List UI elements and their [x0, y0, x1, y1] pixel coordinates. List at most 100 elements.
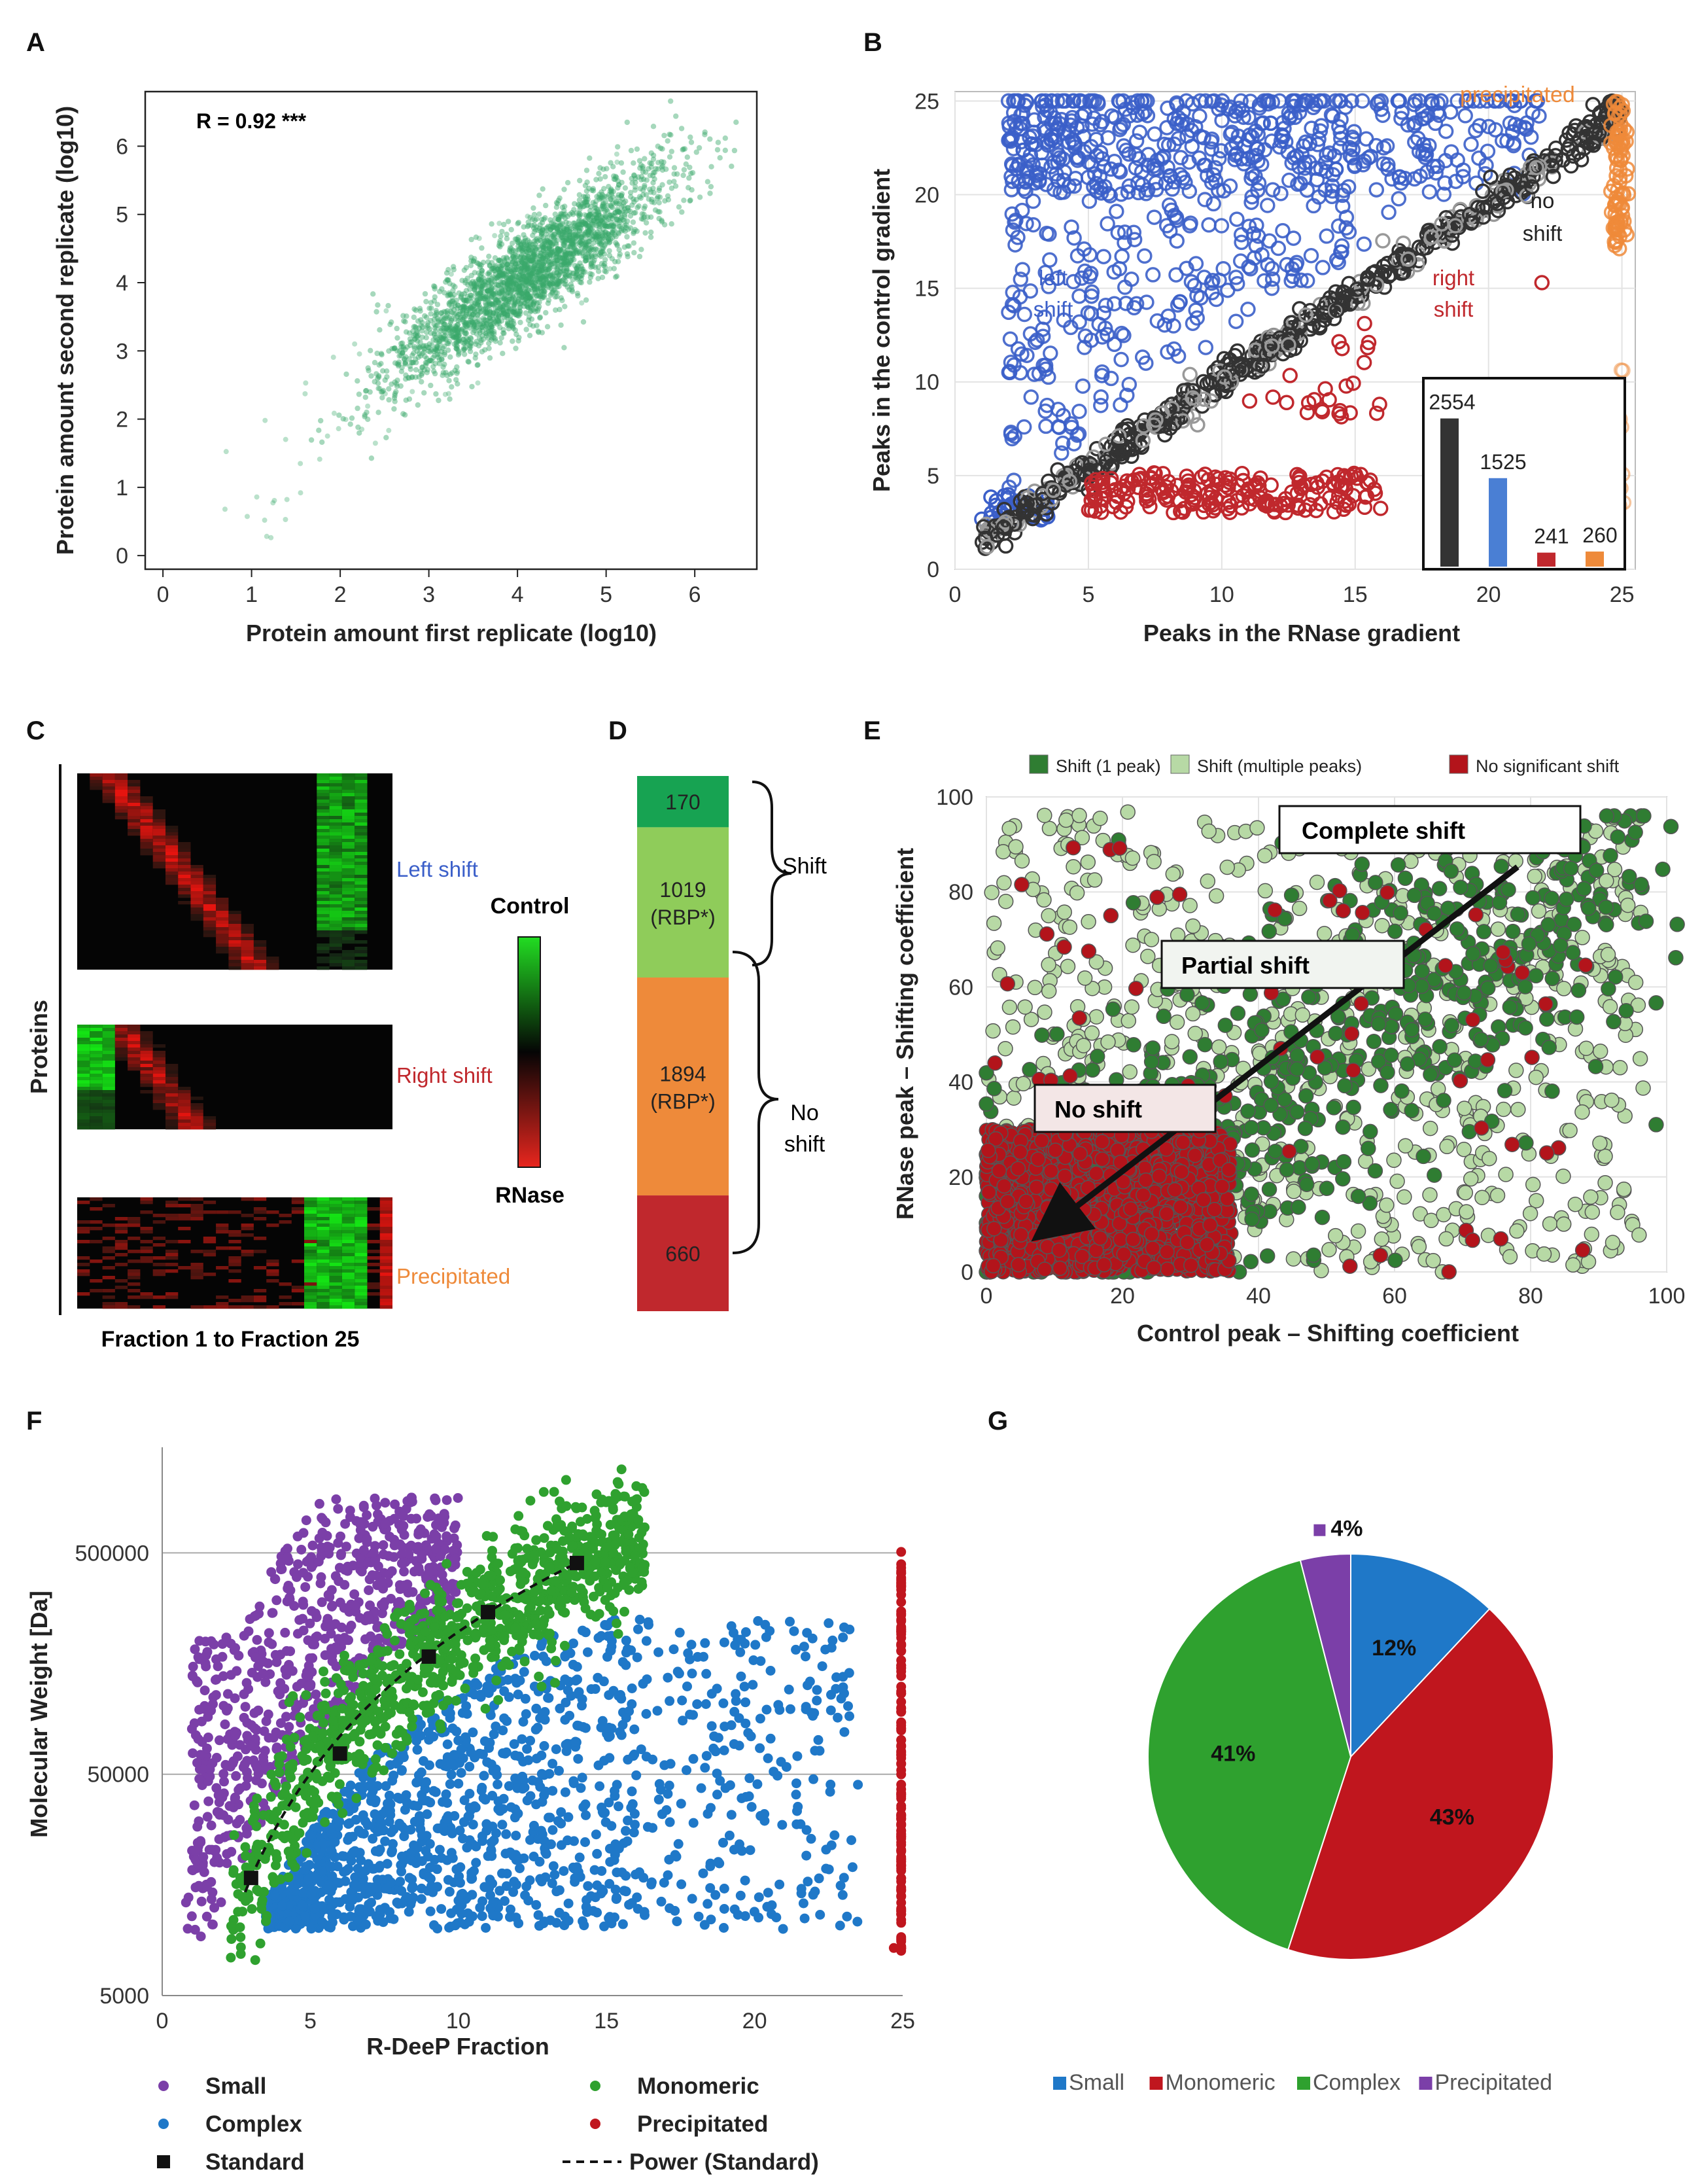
- scatter-point: [379, 352, 385, 358]
- heatmap-cell: [114, 813, 128, 817]
- scatter-point: [403, 397, 409, 403]
- scatter-point: [472, 306, 478, 311]
- heatmap-cell: [102, 1038, 115, 1042]
- scatter-point: [491, 268, 497, 273]
- heatmap-cell: [228, 966, 241, 970]
- heatmap-cell: [329, 826, 342, 830]
- scatter-point: [368, 455, 375, 461]
- heatmap-cell: [341, 790, 355, 794]
- heatmap-cell: [355, 803, 368, 807]
- scatter-point: [542, 215, 548, 221]
- scatter-point: [478, 277, 484, 283]
- heatmap-cell: [341, 826, 355, 830]
- heatmap-cell: [317, 822, 330, 826]
- scatter-point: [534, 216, 540, 222]
- scatter-point: [631, 240, 637, 246]
- scatter-point: [519, 294, 525, 300]
- scatter-point: [634, 205, 640, 211]
- heatmap-cell: [190, 868, 203, 872]
- heatmap-cell: [77, 1044, 90, 1048]
- heatmap-cell: [203, 911, 217, 915]
- scatter-point: [493, 296, 498, 303]
- heatmap-cell: [114, 790, 128, 794]
- outlier-point: [352, 341, 358, 347]
- scatter-point: [447, 328, 453, 334]
- scatter-point: [715, 139, 721, 145]
- scatter-point: [582, 245, 588, 252]
- scatter-point: [516, 296, 522, 302]
- scatter-point: [549, 275, 555, 281]
- heatmap-cell: [203, 934, 217, 938]
- heatmap-cell: [355, 921, 368, 925]
- heatmap-cell: [90, 1028, 103, 1032]
- heatmap-cell: [165, 842, 179, 846]
- scatter-point: [447, 371, 453, 378]
- scatter-point: [485, 259, 491, 265]
- heatmap-cell: [152, 809, 165, 813]
- heatmap-cell: [203, 894, 217, 898]
- scatter-point: [620, 227, 627, 233]
- heatmap-cell: [355, 930, 368, 934]
- scatter-point: [500, 351, 506, 357]
- heatmap-cell: [317, 911, 330, 915]
- scatter-point: [579, 272, 585, 279]
- heatmap-cell: [355, 927, 368, 931]
- scatter-point: [487, 355, 493, 361]
- scatter-point: [477, 330, 483, 336]
- heatmap-cell: [329, 881, 342, 885]
- scatter-point: [431, 368, 437, 374]
- heatmap-cell: [228, 963, 241, 967]
- outlier-point: [475, 380, 481, 386]
- heatmap-cell: [128, 1038, 141, 1042]
- scatter-point: [648, 150, 654, 156]
- outlier-point: [377, 385, 383, 391]
- heatmap-cell: [329, 803, 342, 807]
- outlier-point: [582, 212, 587, 218]
- heatmap-cell: [165, 881, 179, 885]
- scatter-point: [638, 195, 644, 201]
- scatter-point: [578, 272, 585, 278]
- scatter-point: [517, 319, 523, 325]
- scatter-point: [548, 231, 554, 238]
- scatter-point: [650, 156, 657, 162]
- scatter-point: [586, 224, 593, 230]
- scatter-point: [418, 317, 424, 323]
- scatter-point: [482, 317, 489, 323]
- scatter-point: [515, 243, 521, 249]
- heatmap-cell: [241, 947, 254, 951]
- heatmap-cell: [190, 875, 203, 879]
- scatter-point: [499, 228, 505, 235]
- scatter-point: [560, 258, 566, 264]
- heatmap-cell: [341, 894, 355, 898]
- scatter-point: [496, 257, 502, 263]
- scatter-point: [394, 383, 400, 389]
- scatter-point: [407, 363, 413, 369]
- heatmap-cell: [317, 849, 330, 853]
- scatter-point: [375, 410, 381, 415]
- scatter-point: [484, 296, 491, 302]
- outlier-point: [262, 518, 268, 523]
- scatter-point: [531, 251, 537, 257]
- x-tick-label: 25: [1610, 582, 1635, 607]
- scatter-point: [400, 411, 406, 417]
- heatmap-cell: [341, 875, 355, 879]
- scatter-point: [474, 362, 480, 368]
- heatmap-cell: [317, 914, 330, 918]
- scatter-point: [481, 322, 487, 328]
- heatmap-cell: [355, 836, 368, 839]
- scatter-point: [456, 337, 462, 343]
- scatter-point: [370, 291, 376, 297]
- heatmap-cell: [329, 914, 342, 918]
- heatmap-cell: [355, 904, 368, 908]
- scatter-point: [400, 345, 406, 351]
- scatter-point: [400, 313, 406, 319]
- scatter-point: [648, 229, 654, 236]
- scatter-point: [531, 285, 537, 292]
- scatter-point: [657, 194, 663, 200]
- scatter-point: [362, 395, 368, 400]
- outlier-point: [270, 500, 276, 506]
- scatter-point: [548, 250, 554, 256]
- scatter-point: [500, 304, 506, 310]
- heatmap-cell: [102, 1025, 115, 1029]
- scatter-point: [336, 412, 342, 418]
